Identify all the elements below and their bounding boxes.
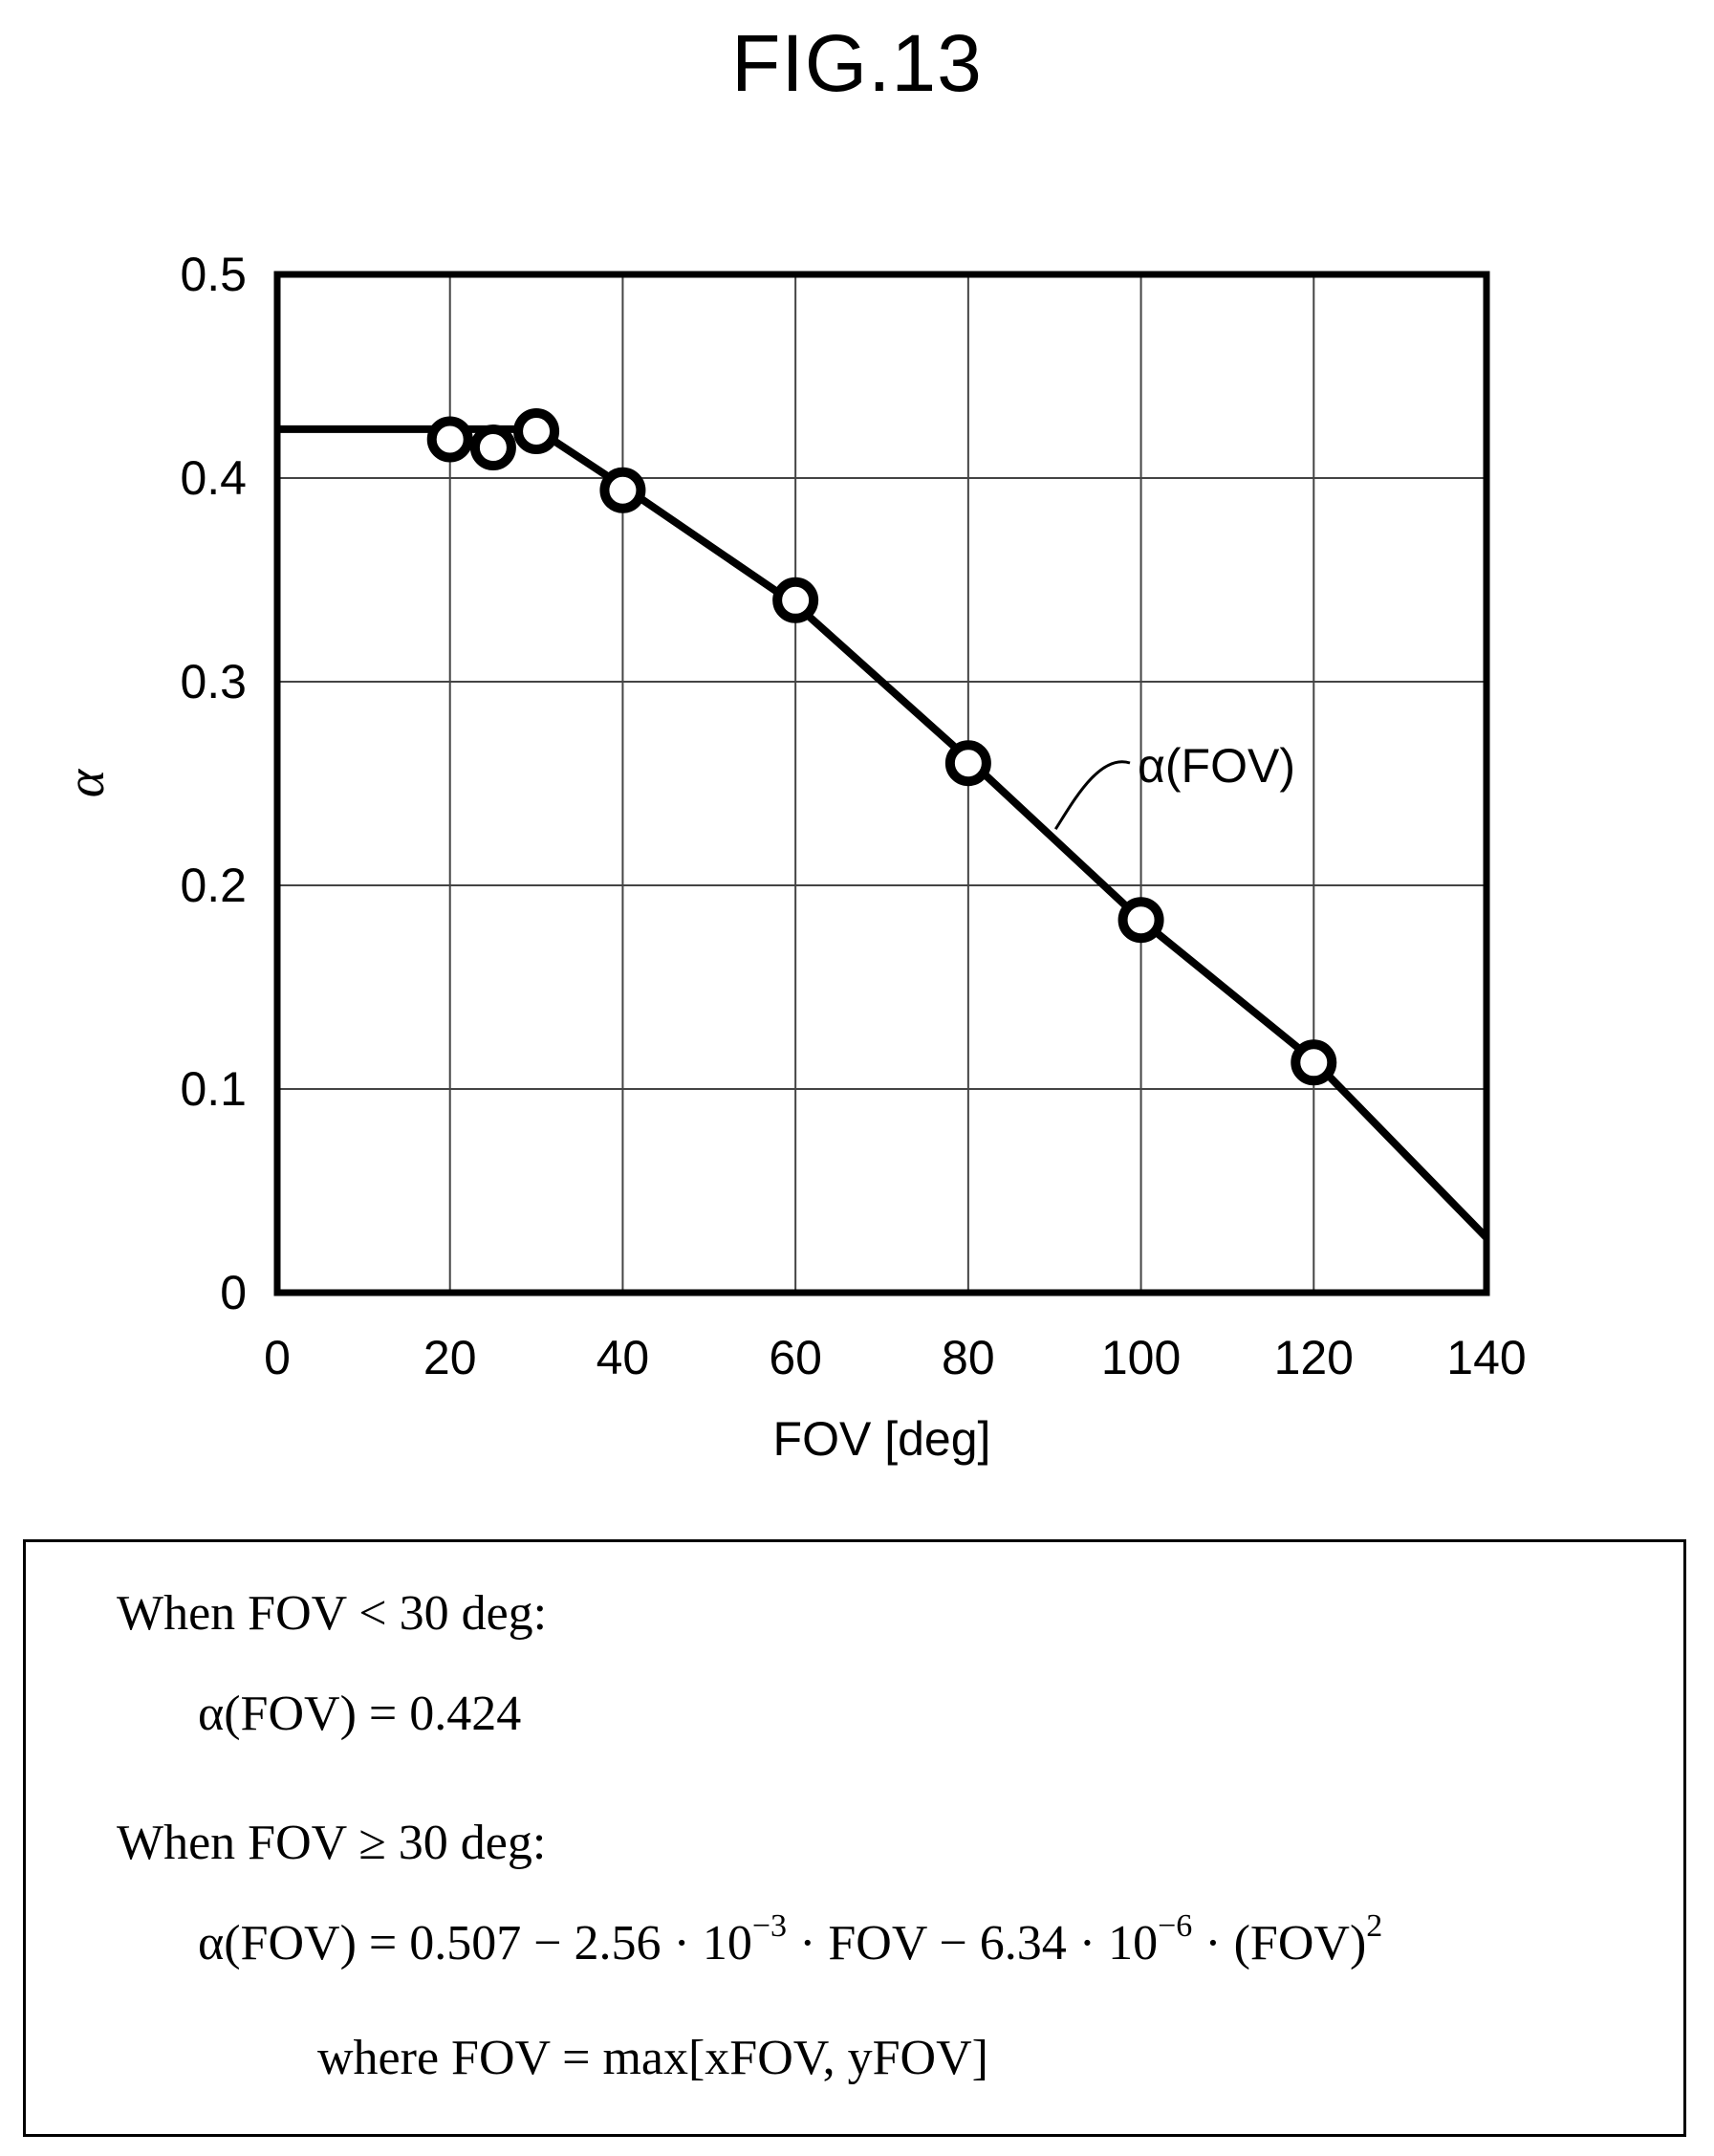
x-tick-label: 140 [1446,1331,1526,1384]
grid [277,274,1486,1293]
y-tick-label: 0 [220,1266,247,1319]
x-tick-label: 0 [264,1331,291,1384]
data-point-marker [599,467,646,513]
condition-greater-equal: When FOV ≥ 30 deg: [117,1816,547,1870]
series-line [277,425,1489,1241]
y-tick-label: 0.3 [180,655,247,708]
formula-box: When FOV < 30 deg: α(FOV) = 0.424 When F… [23,1539,1686,2137]
x-tick-label: 40 [597,1331,650,1384]
eq-part-1: α(FOV) = 0.507 − 2.56 · 10 [198,1916,752,1971]
y-tick-label: 0.1 [180,1062,247,1116]
series-marker-layer [426,408,1337,1086]
eq-part-2: · FOV − 6.34 · 10 [787,1916,1159,1971]
y-tick-label: 0.4 [180,451,247,505]
data-point-marker [1291,1039,1337,1086]
x-tick-label: 60 [769,1331,822,1384]
data-point-marker [944,740,991,787]
figure-title: FIG.13 [731,18,983,108]
y-tick-label: 0.5 [180,248,247,301]
eq-part-3: · (FOV) [1192,1916,1367,1971]
y-tick-labels: 0 0.1 0.2 0.3 0.4 0.5 [180,248,247,1319]
equation-polynomial: α(FOV) = 0.507 − 2.56 · 10−3 · FOV − 6.3… [198,1908,1382,1971]
x-axis-label: FOV [deg] [773,1412,991,1466]
x-tick-label: 120 [1274,1331,1354,1384]
data-point-marker [1117,897,1164,944]
data-point-marker [772,577,819,623]
x-tick-label: 100 [1101,1331,1181,1384]
eq-exponent-1: −3 [751,1908,788,1944]
x-tick-label: 20 [423,1331,477,1384]
annotation-leader-line [1053,760,1131,830]
x-tick-labels: 0 20 40 60 80 100 120 140 [264,1331,1527,1384]
y-axis-label: α [56,768,116,797]
eq-exponent-2: −6 [1158,1908,1193,1944]
condition-less-than: When FOV < 30 deg: [117,1586,548,1641]
y-tick-label: 0.2 [180,859,247,912]
equation-constant: α(FOV) = 0.424 [198,1687,522,1741]
x-tick-label: 80 [942,1331,995,1384]
series-line-layer [277,425,1489,1241]
eq-exponent-3: 2 [1366,1908,1383,1944]
data-point-marker [513,408,560,455]
series-annotation: α(FOV) [1138,739,1295,793]
chart: 0 20 40 60 80 100 120 140 0 0.1 0.2 0.3 0.4 0.5 FOV … [56,248,1527,1466]
plot-frame [273,271,1490,1296]
where-clause: where FOV = max[xFOV, yFOV] [317,2031,988,2085]
data-point-marker [469,425,516,471]
data-point-marker [426,416,473,463]
